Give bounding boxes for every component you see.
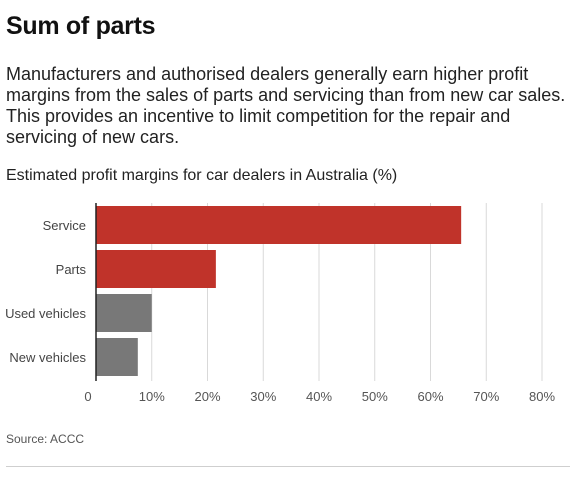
- bar: [96, 250, 216, 288]
- category-label: Service: [43, 218, 86, 233]
- x-tick-label: 0: [84, 389, 91, 404]
- source-note: Source: ACCC: [6, 432, 85, 446]
- chart-caption: Estimated profit margins for car dealers…: [6, 167, 398, 184]
- chart-subtitle: Manufacturers and authorised dealers gen…: [6, 64, 566, 147]
- x-tick-label: 40%: [306, 389, 332, 404]
- bar: [96, 338, 138, 376]
- x-tick-label: 80%: [529, 389, 555, 404]
- x-tick-label: 70%: [473, 389, 499, 404]
- x-tick-label: 60%: [417, 389, 443, 404]
- x-tick-label: 50%: [362, 389, 388, 404]
- category-label: New vehicles: [9, 350, 86, 365]
- x-tick-label: 20%: [194, 389, 220, 404]
- footer-divider: [6, 466, 570, 467]
- category-label: Used vehicles: [5, 306, 86, 321]
- category-label: Parts: [56, 262, 87, 277]
- bar: [96, 206, 462, 244]
- bar-chart: Service Parts Used vehicles New vehicles 0 10…: [5, 203, 555, 404]
- x-tick-label: 10%: [139, 389, 165, 404]
- bar: [96, 294, 152, 332]
- chart-title: Sum of parts: [6, 12, 156, 40]
- x-tick-label: 30%: [250, 389, 276, 404]
